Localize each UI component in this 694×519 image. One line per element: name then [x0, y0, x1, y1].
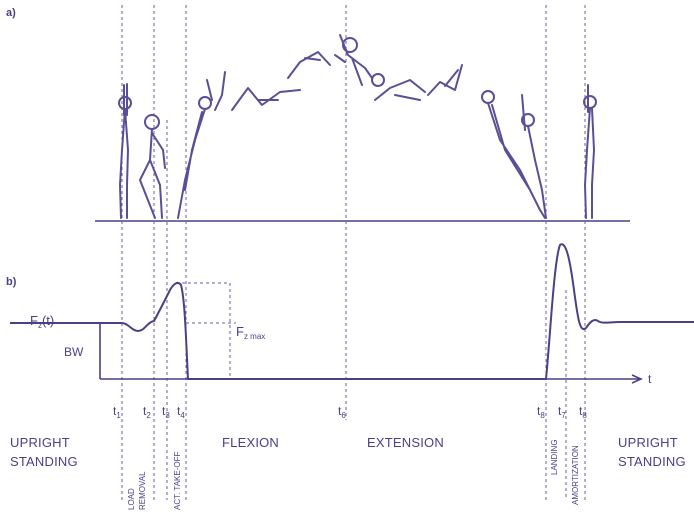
tick-t6: t6: [338, 404, 346, 420]
fz-t-label: Fz(t): [30, 313, 54, 330]
phase-load-line1: LOAD: [127, 488, 136, 510]
phase-flexion: FLEXION: [222, 435, 279, 450]
flight-figure-2: [231, 87, 301, 111]
jump-sequence-figures: [118, 34, 597, 219]
tick-t8-upright: t8: [579, 404, 587, 420]
time-axis-arrow: [631, 374, 643, 384]
phase-extension: EXTENSION: [367, 435, 444, 450]
phase-load-line2: REMOVAL: [138, 471, 147, 510]
landing-figure-2: [521, 94, 547, 219]
tick-t3: t3: [162, 404, 170, 420]
time-ticks: t1 t2 t3 t4 t6 t8 t7 t8: [113, 404, 587, 420]
tick-t1: t1: [113, 404, 121, 420]
fzmax-label: Fz max: [236, 324, 265, 341]
phase-act-takeoff: ACT. TAKE-OFF: [173, 452, 182, 510]
tick-t2: t2: [143, 404, 151, 420]
tick-t4: t4: [177, 404, 185, 420]
panel-label-a: a): [6, 7, 16, 19]
crouch-figure: [139, 114, 166, 219]
force-curve: [10, 243, 694, 380]
standing-figure-start: [118, 83, 132, 219]
tick-t8-landing: t8: [537, 404, 545, 420]
flight-figure-4: [374, 79, 426, 101]
phase-divider-lines: [121, 5, 586, 500]
tick-t7: t7: [558, 404, 566, 420]
phase-upright-right-line2: STANDING: [618, 454, 686, 469]
takeoff-figure: [177, 79, 213, 219]
phase-upright-left-line2: STANDING: [10, 454, 78, 469]
bw-label: BW: [64, 345, 84, 359]
flight-figure-1: [214, 71, 226, 111]
phase-labels: UPRIGHT STANDING LOAD REMOVAL ACT. TAKE-…: [10, 435, 686, 510]
time-axis-label: t: [648, 372, 652, 386]
flight-figure-3: [287, 51, 331, 79]
landing-figure: [481, 90, 546, 219]
flight-figure-5: [427, 64, 463, 96]
panel-label-b: b): [6, 276, 17, 288]
phase-upright-right-line1: UPRIGHT: [618, 435, 678, 450]
phase-upright-left-line1: UPRIGHT: [10, 435, 70, 450]
flight-figure-apex: [334, 34, 385, 87]
phase-amortization: AMORTIZATION: [571, 445, 580, 505]
standing-figure-end: [583, 84, 597, 219]
phase-landing: LANDING: [550, 439, 559, 475]
